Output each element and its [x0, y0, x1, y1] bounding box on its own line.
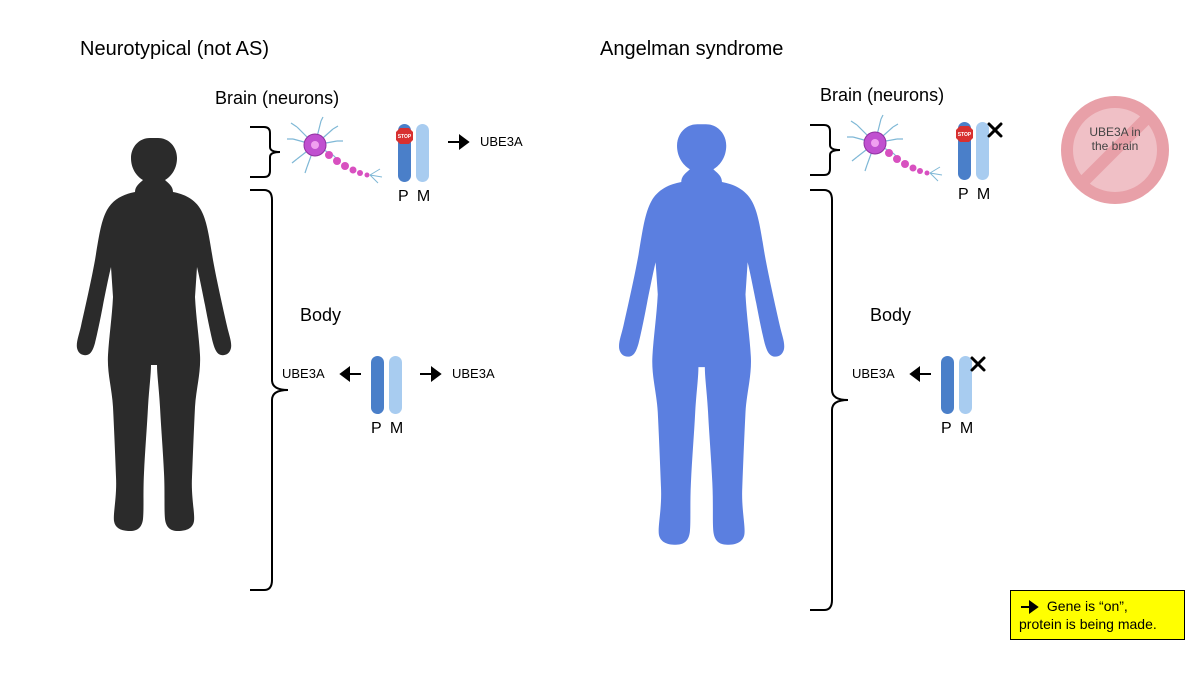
left-panel-title: Neurotypical (not AS)	[80, 38, 269, 61]
right-body-pm-label: P M	[941, 420, 975, 438]
svg-text:STOP: STOP	[958, 132, 972, 138]
left-body-label: Body	[300, 305, 341, 326]
svg-text:STOP: STOP	[398, 134, 412, 140]
right-brain-pm-label: P M	[958, 186, 992, 204]
left-neuron-icon	[285, 115, 395, 195]
x-mark-icon	[989, 124, 1001, 136]
legend-arrow-icon	[1019, 600, 1043, 614]
left-brain-label: Brain (neurons)	[215, 88, 339, 109]
left-body-pm-label: P M	[371, 420, 405, 438]
right-body-silhouette	[585, 105, 815, 615]
right-panel-title: Angelman syndrome	[600, 38, 783, 61]
right-neuron-icon	[845, 113, 955, 193]
right-brain-label: Brain (neurons)	[820, 85, 944, 106]
right-brain-chromosomes: STOP	[952, 116, 1012, 186]
prohibition-text: UBE3A in the brain	[1085, 125, 1145, 154]
right-body-label: Body	[870, 305, 911, 326]
right-body-chromosomes	[935, 350, 995, 420]
stop-sign-icon: STOP	[956, 126, 973, 142]
left-body-arrow-left	[333, 364, 363, 384]
left-brain-bracket	[248, 122, 288, 182]
left-body-bracket	[248, 185, 298, 605]
left-brain-pm-label: P M	[398, 188, 432, 206]
left-body-ube3a-left: UBE3A	[282, 366, 325, 381]
x-mark-icon	[972, 358, 984, 370]
legend-line2: protein is being made.	[1019, 616, 1157, 632]
left-brain-chromosomes: STOP	[392, 118, 442, 188]
stop-sign-icon: STOP	[396, 128, 413, 144]
left-body-chromosomes	[365, 350, 415, 420]
left-brain-ube3a-label: UBE3A	[480, 134, 523, 149]
left-body-arrow-right	[418, 364, 448, 384]
right-body-arrow-left	[903, 364, 933, 384]
right-brain-bracket	[808, 120, 848, 180]
right-body-ube3a-left: UBE3A	[852, 366, 895, 381]
right-body-bracket	[808, 185, 858, 625]
legend-line1: Gene is “on”,	[1047, 598, 1128, 614]
left-body-ube3a-right: UBE3A	[452, 366, 495, 381]
left-brain-arrow-right	[446, 132, 476, 152]
left-body-silhouette	[45, 120, 255, 600]
legend-box: Gene is “on”, protein is being made.	[1010, 590, 1185, 640]
